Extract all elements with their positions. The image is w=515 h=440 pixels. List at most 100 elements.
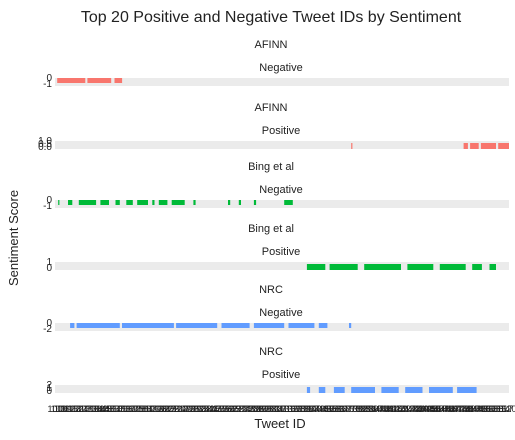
x-tick-label: 259 — [219, 404, 234, 414]
x-tick-label: 325 — [291, 404, 306, 414]
sentiment-bar — [100, 200, 109, 205]
x-tick-label: 247 — [206, 404, 221, 414]
x-tick-label: 229 — [187, 404, 202, 414]
facet-sentiment-label: Negative — [259, 184, 302, 196]
x-tick-label: 478 — [456, 404, 471, 414]
sentiment-bar — [253, 323, 285, 328]
x-tick-label: 268 — [229, 404, 244, 414]
x-tick-label: 181 — [135, 404, 150, 414]
sentiment-bar — [137, 200, 148, 205]
x-axis-tick-labels: 1001031061091121151181211241271301331361… — [47, 404, 515, 414]
x-tick-label: 154 — [106, 404, 121, 414]
sentiment-bar — [349, 323, 352, 328]
y-tick-label: 0 — [46, 386, 52, 397]
x-tick-label: 475 — [453, 404, 468, 414]
x-tick-label: 196 — [151, 404, 166, 414]
facet-4: NRC Negative -20 — [43, 284, 509, 335]
facet-sentiment-label: Negative — [259, 62, 302, 74]
facet-lexicon-label: AFINN — [255, 102, 288, 114]
x-tick-label: 496 — [476, 404, 491, 414]
x-tick-label: 166 — [119, 404, 134, 414]
facet-1: AFINN Positive 0.00.51.0 — [38, 102, 509, 153]
sentiment-bar — [351, 387, 375, 393]
x-tick-label: 331 — [297, 404, 312, 414]
sentiment-bar — [171, 200, 185, 205]
sentiment-bar — [498, 143, 509, 149]
panel-background — [55, 141, 509, 149]
x-tick-label: 316 — [281, 404, 296, 414]
x-tick-label: 367 — [336, 404, 351, 414]
x-tick-label: 169 — [122, 404, 137, 414]
x-tick-label: 274 — [236, 404, 251, 414]
sentiment-bar — [122, 323, 174, 328]
x-tick-label: 115 — [64, 404, 78, 414]
x-tick-label: 472 — [450, 404, 465, 414]
facet-sentiment-label: Positive — [262, 369, 301, 381]
x-tick-label: 328 — [294, 404, 309, 414]
x-tick-label: 211 — [168, 404, 182, 414]
x-tick-label: 340 — [307, 404, 322, 414]
x-tick-label: 415 — [388, 404, 403, 414]
x-tick-label: 439 — [414, 404, 429, 414]
y-tick-label: -1 — [43, 79, 52, 90]
x-tick-label: 466 — [443, 404, 458, 414]
x-tick-label: 208 — [164, 404, 179, 414]
facet-5: NRC Positive 012 — [46, 346, 509, 397]
x-tick-label: 319 — [284, 404, 299, 414]
x-tick-label: 391 — [362, 404, 377, 414]
x-tick-label: 163 — [116, 404, 131, 414]
x-tick-label: 244 — [203, 404, 218, 414]
x-tick-label: 217 — [174, 404, 189, 414]
x-tick-label: 289 — [252, 404, 267, 414]
sentiment-bar — [333, 387, 345, 393]
y-tick-label: 0 — [46, 263, 52, 274]
sentiment-bar — [472, 264, 482, 270]
x-tick-label: 145 — [96, 404, 111, 414]
x-tick-label: 283 — [245, 404, 260, 414]
x-tick-label: 361 — [330, 404, 345, 414]
x-tick-label: 505 — [485, 404, 500, 414]
sentiment-bar — [306, 264, 326, 270]
sentiment-bar — [463, 143, 468, 149]
x-tick-label: 295 — [258, 404, 273, 414]
x-tick-label: 442 — [417, 404, 432, 414]
x-tick-label: 199 — [154, 404, 169, 414]
sentiment-bar — [238, 200, 241, 205]
sentiment-bar — [58, 200, 60, 205]
x-tick-label: 511 — [492, 404, 506, 414]
x-tick-label: 385 — [356, 404, 371, 414]
x-tick-label: 121 — [70, 404, 85, 414]
x-tick-label: 409 — [381, 404, 396, 414]
facet-sentiment-label: Positive — [262, 125, 301, 137]
x-tick-label: 277 — [239, 404, 254, 414]
x-tick-label: 301 — [265, 404, 280, 414]
sentiment-bar — [253, 200, 257, 205]
x-tick-label: 151 — [103, 404, 118, 414]
y-tick-label: 1 — [46, 257, 52, 268]
y-tick-label: 0 — [46, 195, 52, 206]
y-tick-label: 1.0 — [38, 136, 52, 147]
y-tick-label: 0 — [46, 318, 52, 329]
sentiment-bar — [288, 323, 315, 328]
sentiment-bar — [115, 200, 120, 205]
sentiment-bar — [68, 200, 73, 205]
x-tick-label: 226 — [184, 404, 199, 414]
x-tick-label: 175 — [129, 404, 144, 414]
x-tick-label: 157 — [109, 404, 124, 414]
facet-panels: AFINNNegative-10AFINNPositive0.00.51.0Bi… — [38, 39, 509, 397]
panel-background — [55, 78, 509, 86]
sentiment-bar — [57, 78, 86, 83]
x-tick-label: 235 — [193, 404, 208, 414]
chart-title: Top 20 Positive and Negative Tweet IDs b… — [81, 9, 462, 26]
facet-lexicon-label: AFINN — [255, 39, 288, 51]
x-tick-label: 286 — [249, 404, 264, 414]
x-tick-label: 484 — [463, 404, 478, 414]
x-tick-label: 136 — [86, 404, 101, 414]
x-tick-label: 106 — [54, 404, 69, 414]
x-tick-label: 346 — [313, 404, 328, 414]
x-tick-label: 256 — [216, 404, 231, 414]
x-tick-label: 397 — [368, 404, 383, 414]
sentiment-bar — [318, 323, 328, 328]
y-tick-label: 0 — [46, 73, 52, 84]
x-tick-label: 445 — [420, 404, 435, 414]
